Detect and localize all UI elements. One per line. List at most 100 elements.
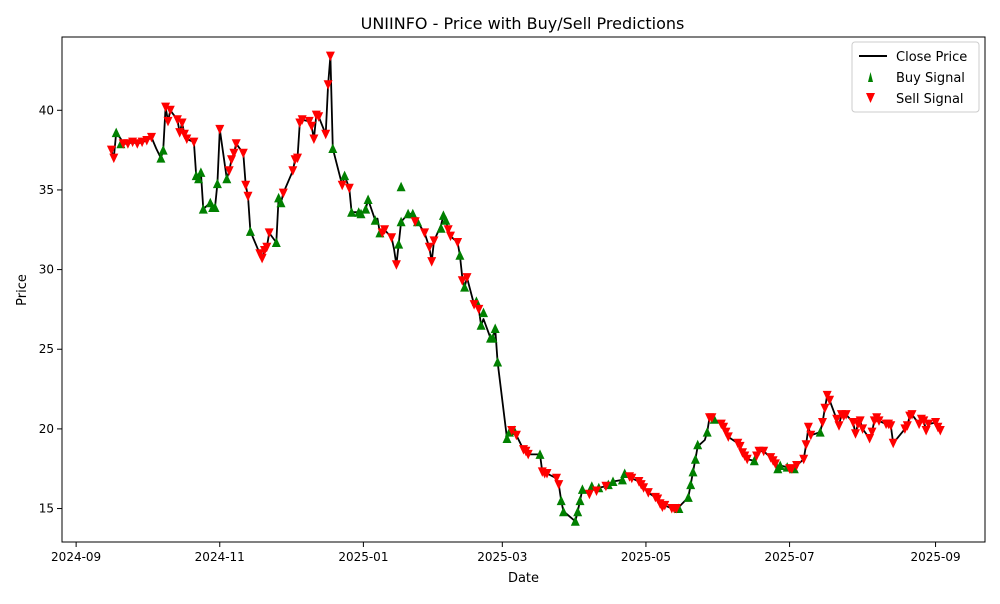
sell-signal-marker (822, 390, 832, 401)
sell-signal-marker (511, 430, 521, 441)
buy-signal-marker (363, 194, 373, 204)
buy-signal-marker (573, 506, 583, 517)
buy-signal-marker (556, 495, 566, 506)
sell-signal-marker (935, 426, 945, 436)
buy-signal-marker (575, 495, 585, 506)
sell-signal-marker (787, 464, 797, 474)
sell-signal-marker (427, 257, 437, 267)
buy-signal-marker (693, 439, 703, 450)
y-tick-label: 15 (39, 502, 54, 516)
sell-signal-marker (457, 276, 467, 286)
axes-frame (61, 36, 986, 543)
sell-signal-marker (770, 459, 780, 469)
sell-signal-marker (142, 136, 152, 146)
sell-signal-marker (323, 80, 333, 90)
sell-signal-marker (672, 504, 681, 514)
buy-signal-marker (361, 204, 371, 214)
buy-signal-marker (396, 216, 406, 227)
sell-signal-marker (243, 191, 253, 202)
buy-signal-marker (476, 320, 486, 330)
sell-signal-marker (806, 430, 816, 441)
buy-signal-marker (194, 173, 204, 184)
sell-signal-marker (820, 403, 830, 414)
x-tick-label: 2025-01 (338, 550, 388, 564)
sell-signal-marker (391, 260, 401, 270)
sell-signal-marker (446, 231, 455, 242)
sell-signal-marker (147, 132, 156, 143)
sell-signal-marker (264, 228, 274, 238)
buy-signal-marker (570, 516, 580, 526)
sell-signal-marker (803, 422, 813, 433)
buy-signal-marker (488, 333, 498, 343)
x-tick-label: 2025-07 (764, 550, 814, 564)
buy-signal-marker (617, 474, 627, 485)
legend-sell-marker (866, 93, 875, 103)
sell-signal-marker (653, 494, 663, 504)
buy-signal-marker (210, 202, 220, 212)
sell-signal-marker (919, 416, 929, 426)
sell-signal-marker (314, 112, 324, 122)
sell-signal-marker (410, 217, 420, 227)
sell-signal-marker (474, 304, 484, 315)
sell-signal-marker (552, 473, 561, 484)
sell-signal-marker (163, 116, 173, 127)
sell-signal-marker (297, 115, 307, 125)
legend-box (851, 41, 980, 113)
buy-signal-marker (276, 197, 286, 208)
sell-signal-marker (867, 427, 877, 438)
y-tick-label: 35 (39, 183, 54, 197)
sell-signal-marker (592, 486, 601, 496)
sell-signal-marker (344, 183, 354, 194)
sell-signal-marker (278, 188, 288, 199)
sell-signal-marker (231, 139, 241, 149)
sell-signal-marker (719, 422, 729, 433)
sell-signal-marker (907, 410, 917, 420)
buy-signal-marker (156, 153, 166, 163)
sell-signal-marker (542, 469, 552, 479)
sell-signal-marker (832, 414, 842, 425)
sell-signal-marker (229, 148, 239, 159)
buy-signal-marker (198, 204, 208, 214)
buy-signal-marker (455, 250, 465, 260)
legend-sell-label: Sell Signal (896, 92, 964, 107)
sell-signal-marker (293, 153, 302, 164)
sell-signal-marker (304, 116, 314, 127)
sell-signal-marker (801, 440, 811, 450)
sell-signal-marker (723, 432, 733, 442)
plot-area (106, 51, 945, 526)
buy-signal-marker (271, 237, 281, 247)
sell-signal-marker (507, 426, 517, 436)
buy-signal-marker (158, 145, 168, 155)
buy-signal-marker (222, 173, 232, 184)
legend-close-label: Close Price (896, 50, 967, 65)
sell-signal-marker (523, 449, 533, 460)
buy-signal-marker (775, 460, 785, 470)
buy-signal-marker (608, 476, 618, 486)
sell-signal-marker (799, 454, 809, 465)
y-tick-label: 30 (39, 263, 54, 277)
buy-signal-marker (370, 215, 380, 225)
y-tick-label: 25 (39, 342, 54, 356)
buy-signal-marker (408, 208, 418, 219)
sell-signal-marker (257, 253, 267, 264)
sell-signal-marker (874, 416, 884, 426)
sell-signal-marker (224, 166, 234, 176)
sell-signal-marker (189, 137, 199, 148)
sell-signal-marker (106, 145, 116, 156)
sell-signal-marker (627, 473, 637, 484)
x-axis-label: Date (508, 571, 539, 586)
buy-signal-layer (111, 127, 825, 526)
buy-signal-marker (749, 455, 759, 466)
buy-signal-marker (394, 239, 404, 249)
sell-signal-marker (721, 427, 731, 438)
buy-signal-marker (683, 492, 693, 502)
buy-signal-marker (535, 449, 545, 459)
sell-signal-marker (742, 454, 752, 465)
sell-signal-marker (924, 419, 933, 430)
sell-signal-marker (462, 273, 472, 283)
sell-signal-marker (182, 134, 192, 144)
x-tick-label: 2025-03 (477, 550, 527, 564)
sell-signal-marker (215, 124, 225, 135)
sell-signal-marker (639, 483, 649, 493)
y-axis-label: Price (15, 274, 30, 306)
